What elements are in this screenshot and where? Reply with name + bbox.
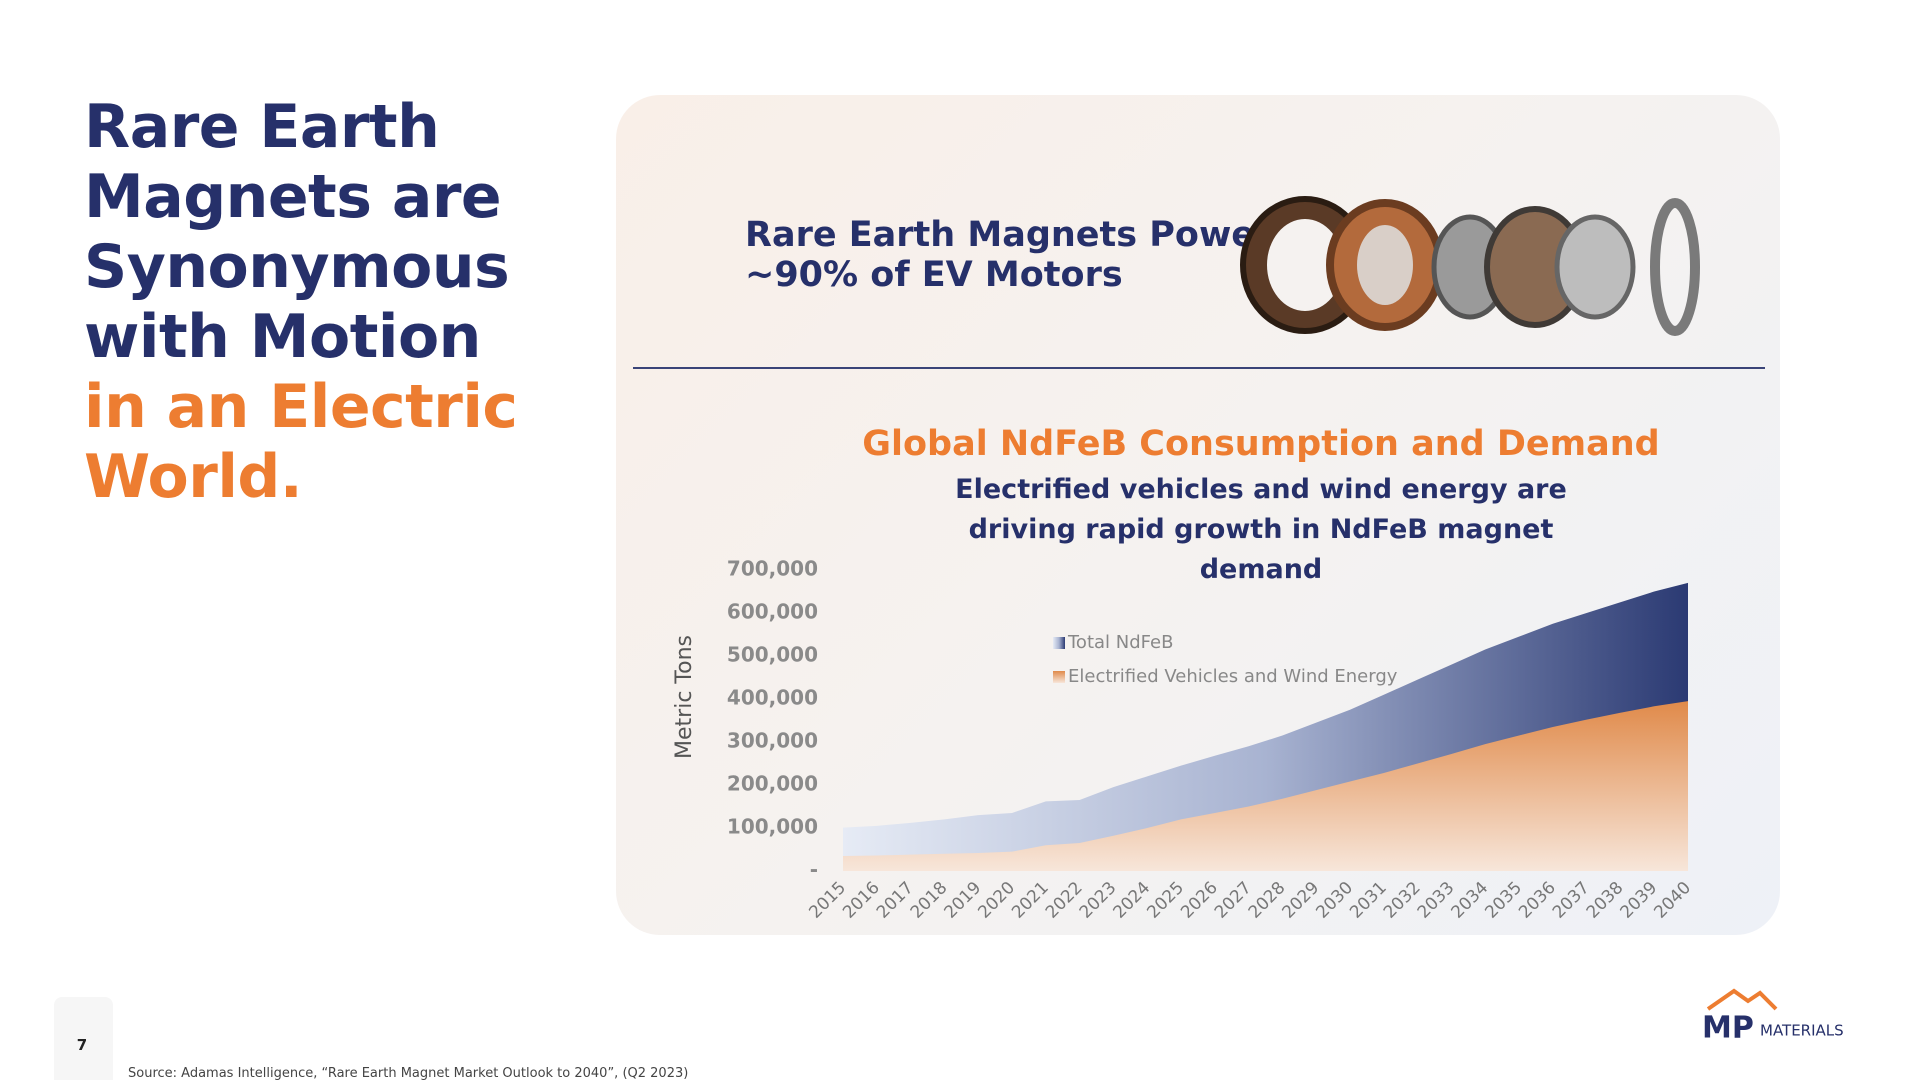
legend-label: Total NdFeB [1067,632,1173,653]
x-tick-label: 2026 [1177,878,1222,923]
y-tick-label: 600,000 [727,600,818,624]
bearing [1554,214,1636,320]
x-tick-label: 2029 [1279,878,1324,923]
title-line: Magnets are [84,162,502,232]
headline-line: Rare Earth Magnets Power [745,215,1273,255]
x-tick-label: 2040 [1650,878,1695,923]
x-tick-label: 2019 [941,878,986,923]
ring [1650,198,1700,336]
logo-mountain [1706,988,1778,1011]
area [843,701,1688,871]
y-tick-label: 300,000 [727,729,818,753]
logo-mark: MP [1702,1011,1754,1046]
slide-title: Rare Earth Magnets are Synonymous with Moti… [84,92,518,512]
y-tick-label: 700,000 [727,557,818,581]
chart-subtitle: Electrified vehicles and wind energy are… [955,474,1567,585]
title-line-accent: World. [84,442,303,512]
x-tick-label: 2017 [873,878,918,923]
x-tick-label: 2038 [1583,878,1628,923]
chart-title: Global NdFeB Consumption and Demand [862,424,1660,464]
motor-illustration [1240,196,1700,336]
headline: Rare Earth Magnets Power ~90% of EV Motor… [745,215,1272,295]
legend-swatch [1053,671,1065,683]
y-tick-label: - [810,858,818,882]
x-tick-label: 2020 [974,878,1019,923]
x-tick-label: 2030 [1312,878,1357,923]
x-tick-label: 2039 [1617,878,1662,923]
page-number-tab [54,997,113,1080]
winding-bore [1357,225,1413,305]
y-tick-label: 400,000 [727,686,818,710]
x-tick-label: 2027 [1211,878,1256,923]
x-tick-label: 2028 [1245,878,1290,923]
x-tick-label: 2031 [1346,878,1391,923]
page-number: 7 [76,1036,88,1054]
y-tick-label: 500,000 [727,643,818,667]
x-tick-label: 2037 [1549,878,1594,923]
title-line: Synonymous [84,232,510,302]
logo: MP MATERIALS [1702,988,1844,1046]
chart: - 100,000 200,000 300,000 400,000 500,000 600,… [672,557,1695,923]
divider [633,367,1765,369]
x-tick-label: 2025 [1143,878,1188,923]
legend-label: Electrified Vehicles and Wind Energy [1068,666,1398,687]
y-axis-title: Metric Tons [672,635,697,759]
x-tick-label: 2032 [1380,878,1425,923]
x-tick-label: 2018 [907,878,952,923]
x-tick-label: 2023 [1076,878,1121,923]
x-tick-label: 2033 [1414,878,1459,923]
x-tick-label: 2021 [1008,878,1053,923]
x-tick-label: 2022 [1042,878,1087,923]
x-tick-label: 2015 [805,878,850,923]
y-tick-label: 100,000 [727,815,818,839]
logo-word: MATERIALS [1760,1022,1844,1040]
title-line: with Motion [84,302,481,372]
stator-bore [1267,219,1343,311]
source: Source: Adamas Intelligence, “Rare Earth… [128,1066,689,1080]
legend-swatch [1053,637,1065,649]
title-line: Rare Earth [84,92,440,162]
x-tick-label: 2016 [839,878,884,923]
x-tick-label: 2034 [1448,878,1493,923]
title-line-accent: in an Electric [84,372,518,442]
x-tick-label: 2024 [1110,878,1155,923]
x-tick-label: 2035 [1481,878,1526,923]
y-tick-label: 200,000 [727,772,818,796]
x-tick-label: 2036 [1515,878,1560,923]
headline-line: ~90% of EV Motors [745,255,1123,295]
